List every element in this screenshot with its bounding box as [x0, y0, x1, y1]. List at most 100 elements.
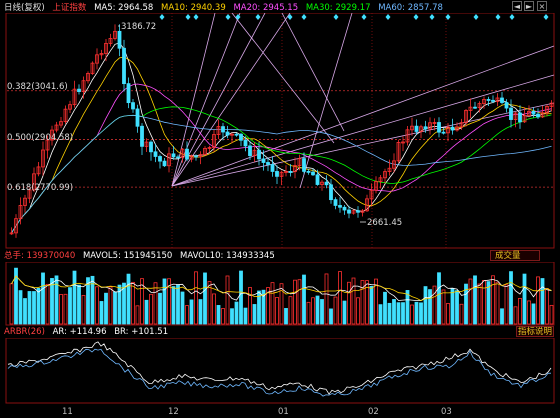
volume-bar — [437, 272, 441, 325]
candle — [473, 101, 477, 110]
fan-line-0 — [171, 13, 216, 187]
candle — [117, 24, 122, 57]
candle — [162, 158, 167, 167]
volume-chart[interactable] — [0, 262, 560, 326]
volume-bar — [99, 301, 104, 325]
indicator-help-button[interactable]: 指标说明 — [516, 326, 554, 337]
fib-0382-label: 0.382(3041.6) — [7, 82, 68, 92]
signal-diamond-icon — [333, 14, 339, 20]
low-price-label: 2661.45 — [367, 218, 402, 228]
candle — [99, 49, 104, 60]
candle — [63, 105, 68, 124]
mavol-line-10 — [11, 275, 552, 302]
close-icon[interactable]: × — [537, 1, 547, 11]
volume-bar — [473, 275, 477, 325]
volume-indicator-button[interactable]: 成交量 — [490, 250, 540, 261]
candle — [221, 122, 225, 141]
candle — [185, 141, 189, 162]
volume-bar — [270, 282, 275, 325]
ma30-label: MA30: 2929.17 — [305, 3, 371, 13]
indicator-chart[interactable] — [0, 338, 560, 404]
indicator-title[interactable]: ARBR(26) — [4, 327, 45, 337]
candle — [261, 150, 266, 171]
candle — [315, 169, 320, 186]
volume-bar — [257, 290, 261, 325]
period-label[interactable]: 日线(复权) — [4, 3, 45, 13]
volume-bar — [491, 275, 495, 325]
signal-diamond-icon — [445, 14, 451, 20]
ma20-label: MA20: 2945.15 — [233, 3, 299, 13]
volume-bar — [518, 297, 522, 325]
volume-bar — [549, 304, 554, 325]
candle — [464, 109, 468, 127]
candle — [243, 136, 248, 152]
volume-bar — [374, 278, 378, 325]
candle — [365, 194, 369, 213]
ma60-label: MA60: 2857.78 — [378, 3, 443, 13]
candle — [324, 175, 329, 189]
candle — [378, 174, 383, 189]
candle — [144, 138, 149, 153]
candle — [216, 119, 221, 140]
volume-bar — [509, 271, 513, 325]
volume-bar — [266, 287, 270, 325]
candle — [176, 154, 180, 159]
candle — [320, 179, 324, 191]
candle — [338, 197, 342, 213]
candle — [252, 142, 257, 162]
volume-bar — [279, 283, 284, 325]
candle — [450, 118, 455, 135]
volume-bar — [428, 289, 432, 325]
volume-header: 总手: 139370040 MAVOL5: 151945150 MAVOL10:… — [4, 250, 280, 262]
volume-bar — [144, 299, 149, 325]
signal-diamond-icon — [413, 14, 419, 20]
candle — [482, 96, 486, 109]
volume-bar — [338, 271, 342, 325]
candle — [410, 117, 414, 136]
candle — [311, 168, 315, 177]
volume-bar — [153, 282, 158, 325]
volume-bar — [419, 302, 423, 325]
candle — [32, 167, 36, 193]
volume-bar — [230, 308, 234, 325]
volume-bar — [122, 282, 126, 325]
volume-bar — [158, 292, 162, 325]
candle — [432, 118, 437, 131]
prev-arrow-icon[interactable]: ◄ — [512, 1, 522, 11]
mavol5-label: MAVOL5: 151945150 — [82, 251, 173, 261]
volume-bar — [81, 295, 86, 325]
next-arrow-icon[interactable]: ► — [524, 1, 534, 11]
volume-bar — [482, 280, 486, 325]
x-tick-03: 03 — [441, 407, 452, 417]
candle — [414, 119, 419, 135]
candle — [131, 99, 135, 113]
candle — [437, 117, 441, 138]
ma-line-30 — [11, 106, 552, 234]
volume-bar — [18, 290, 23, 325]
candle — [383, 168, 387, 184]
volume-bar — [68, 287, 72, 325]
volume-bar — [504, 284, 509, 325]
candle — [72, 80, 77, 108]
volume-bar — [360, 280, 365, 325]
volume-bar — [234, 301, 239, 325]
volume-bar — [135, 305, 140, 325]
volume-bar — [108, 286, 113, 325]
volume-bar — [216, 305, 221, 325]
volume-bar — [131, 281, 135, 325]
candle — [405, 125, 410, 146]
volume-bar — [180, 291, 185, 325]
volume-bar — [243, 307, 248, 325]
price-chart[interactable]: 3186.72 2661.45 0.382(3041.6) 0.500(2904… — [0, 13, 560, 249]
volume-bar — [306, 301, 311, 325]
fan-line-6 — [171, 102, 555, 187]
x-tick-01: 01 — [278, 407, 289, 417]
volume-bar — [365, 280, 369, 325]
volume-bar — [477, 283, 482, 325]
volume-bar — [347, 281, 351, 325]
volume-bar — [284, 308, 288, 325]
volume-bar — [50, 278, 54, 325]
volume-bar — [455, 290, 459, 325]
candle — [135, 104, 140, 133]
signal-diamond-icon — [225, 14, 231, 20]
